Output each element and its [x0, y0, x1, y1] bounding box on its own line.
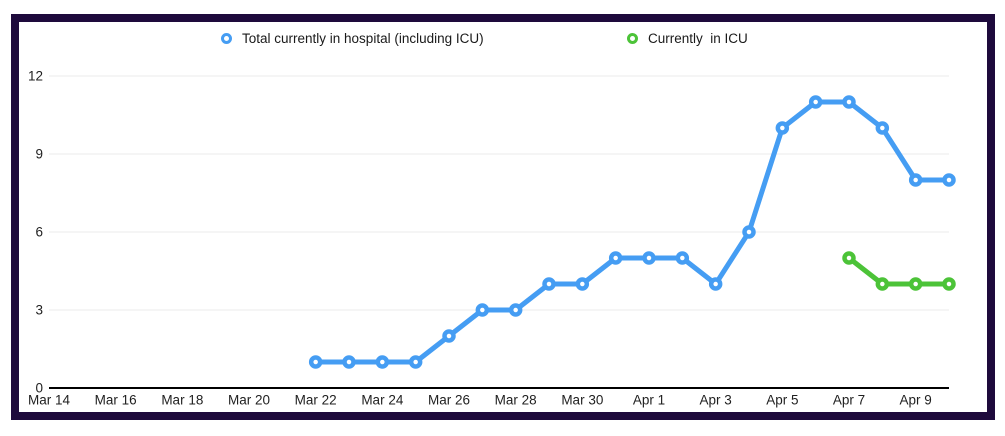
data-point [942, 173, 956, 187]
data-point [808, 95, 823, 109]
x-tick-label: Apr 7 [833, 393, 865, 408]
data-point [475, 303, 490, 317]
x-tick-label: Apr 5 [766, 393, 798, 408]
x-tick-label: Mar 18 [161, 393, 203, 408]
x-tick-label: Mar 24 [361, 393, 404, 408]
data-point [708, 277, 723, 291]
y-tick-label: 9 [35, 147, 43, 162]
data-point [408, 355, 423, 369]
icu-series-marker-icon [627, 32, 638, 44]
x-tick-label: Mar 28 [495, 393, 537, 408]
x-tick-label: Apr 3 [700, 393, 732, 408]
data-point [908, 173, 923, 187]
data-point [875, 277, 890, 291]
legend-label-hospital: Total currently in hospital (including I… [242, 30, 484, 46]
legend-item-icu: Currently in ICU [627, 30, 748, 46]
chart-frame [11, 14, 995, 420]
data-point [942, 277, 956, 291]
legend-item-hospital: Total currently in hospital (including I… [221, 30, 484, 46]
data-point [842, 95, 856, 109]
x-tick-label: Mar 22 [295, 393, 337, 408]
data-point [442, 329, 456, 343]
x-tick-label: Mar 30 [561, 393, 603, 408]
data-point [908, 277, 923, 291]
data-point [308, 355, 323, 369]
y-tick-label: 6 [35, 225, 43, 240]
data-point [742, 225, 756, 239]
data-point [508, 303, 523, 317]
data-point [342, 355, 356, 369]
y-tick-label: 12 [28, 69, 43, 84]
data-point [875, 121, 890, 135]
x-tick-label: Apr 9 [900, 393, 932, 408]
x-tick-label: Mar 16 [95, 393, 137, 408]
x-tick-label: Apr 1 [633, 393, 665, 408]
x-tick-label: Mar 20 [228, 393, 270, 408]
y-tick-label: 0 [35, 381, 43, 396]
data-point [608, 251, 623, 265]
data-point [675, 251, 690, 265]
y-tick-label: 3 [35, 303, 43, 318]
x-tick-label: Mar 14 [28, 393, 71, 408]
data-point [842, 251, 856, 265]
data-point [542, 277, 556, 291]
legend-label-icu: Currently in ICU [648, 30, 748, 46]
data-point [642, 251, 656, 265]
data-point [375, 355, 390, 369]
series-line-1 [846, 255, 952, 287]
hospital-series-marker-icon [221, 32, 232, 44]
data-point [775, 121, 790, 135]
data-point [575, 277, 590, 291]
x-tick-label: Mar 26 [428, 393, 470, 408]
